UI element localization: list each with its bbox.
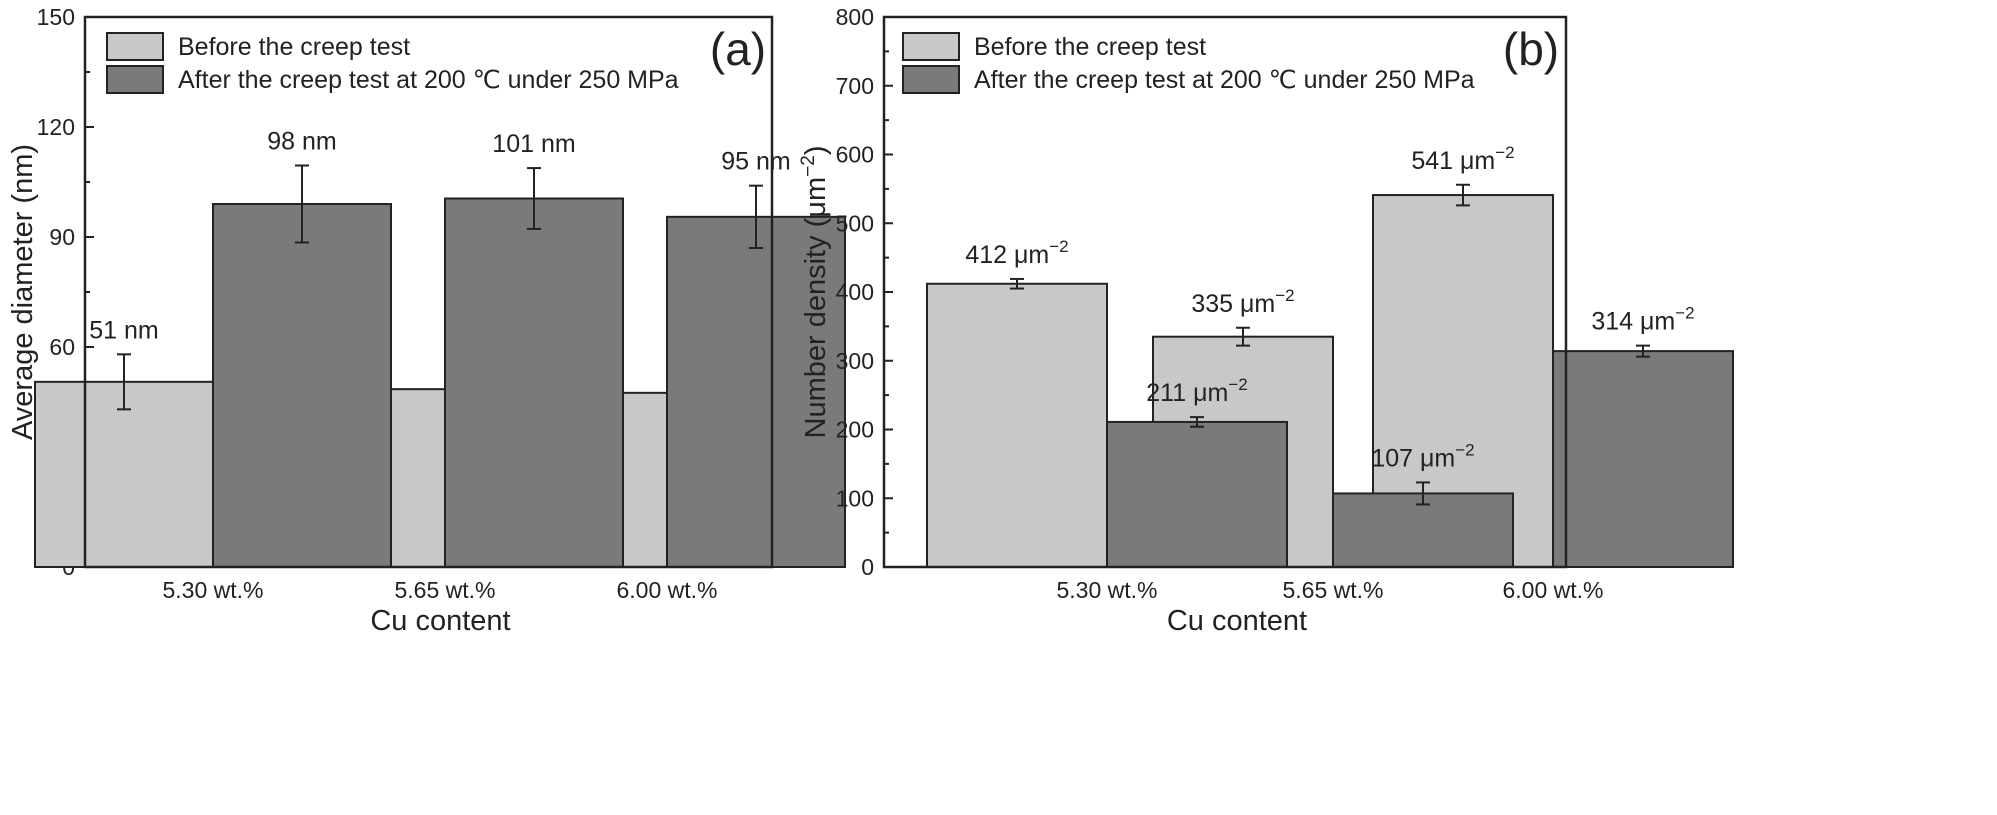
y-tick-label: 700 [836, 73, 874, 99]
data-label: 98 nm [267, 128, 336, 156]
data-label: 541 μm−2 [1411, 143, 1514, 175]
legend-label-before: Before the creep test [178, 33, 410, 61]
data-label-text: 314 μm [1591, 308, 1675, 336]
legend-swatch-before [902, 32, 960, 61]
y-tick-label: 300 [836, 348, 874, 374]
y-tick-label: 600 [836, 142, 874, 168]
data-label-superscript: −2 [1455, 440, 1474, 459]
data-label-superscript: −2 [1049, 237, 1068, 256]
y-tick-label: 500 [836, 210, 874, 236]
data-label-superscript: −2 [1228, 375, 1247, 394]
y-tick-label: 120 [37, 114, 75, 140]
legend-label-before: Before the creep test [974, 33, 1206, 61]
panel-label: (a) [710, 23, 766, 75]
data-label-text: 412 μm [965, 241, 1049, 269]
data-label-text: 98 nm [267, 128, 336, 156]
legend-label-after: After the creep test at 200 ℃ under 250 … [178, 66, 679, 94]
data-label-superscript: −2 [1495, 143, 1514, 162]
data-label: 412 μm−2 [965, 237, 1068, 269]
bar-before [34, 380, 214, 569]
data-label-text: 107 μm [1371, 444, 1455, 472]
plot-frame [882, 15, 1568, 569]
x-tick-label: 5.65 wt.% [395, 577, 496, 603]
bar-after [444, 197, 624, 568]
x-tick-label: 5.30 wt.% [1057, 577, 1158, 603]
y-axis-title-superscript: −2 [798, 155, 819, 177]
legend-swatch-before [106, 32, 164, 61]
data-label-superscript: −2 [1275, 286, 1294, 305]
data-label: 101 nm [492, 130, 575, 158]
bar-after [1332, 492, 1514, 568]
y-axis-title-main: Number density (μm [800, 177, 832, 439]
x-tick-label: 6.00 wt.% [617, 577, 718, 603]
x-axis-title: Cu content [1167, 605, 1307, 637]
y-tick-label: 60 [49, 334, 75, 360]
bar-after [212, 203, 392, 568]
y-tick-label: 90 [49, 224, 75, 250]
data-label-text: 101 nm [492, 130, 575, 158]
data-label-text: 541 μm [1411, 147, 1495, 175]
bar-after [666, 215, 846, 568]
panel-label: (b) [1503, 23, 1559, 75]
data-label: 211 μm−2 [1146, 375, 1247, 407]
x-tick-label: 5.65 wt.% [1283, 577, 1384, 603]
x-tick-label: 5.30 wt.% [163, 577, 264, 603]
data-label-text: 95 nm [721, 148, 790, 176]
data-label: 51 nm [89, 316, 158, 344]
y-tick-label: 0 [861, 554, 874, 580]
x-tick-label: 6.00 wt.% [1503, 577, 1604, 603]
bar-after [1106, 420, 1288, 568]
data-label: 95 nm [721, 148, 790, 176]
y-tick-label: 100 [836, 485, 874, 511]
bar-before [926, 282, 1108, 568]
legend-swatch-after [106, 65, 164, 94]
data-label: 314 μm−2 [1591, 304, 1694, 336]
y-axis-title-close: ) [800, 145, 832, 155]
data-label: 107 μm−2 [1371, 440, 1474, 472]
data-label: 335 μm−2 [1191, 286, 1294, 318]
y-axis-title: Average diameter (nm) [7, 144, 39, 440]
y-tick-label: 400 [836, 279, 874, 305]
legend-swatch-after [902, 65, 960, 94]
y-tick-label: 200 [836, 417, 874, 443]
data-label-superscript: −2 [1675, 304, 1694, 323]
y-axis-title: Number density (μm−2) [798, 145, 832, 438]
y-tick-label: 150 [37, 4, 75, 30]
legend-label-after: After the creep test at 200 ℃ under 250 … [974, 66, 1475, 94]
plot-frame [83, 15, 774, 569]
x-axis-title: Cu content [370, 605, 510, 637]
y-tick-label: 800 [836, 4, 874, 30]
data-label-text: 211 μm [1146, 379, 1228, 407]
bar-after [1552, 350, 1734, 568]
data-label-text: 51 nm [89, 316, 158, 344]
data-label-text: 335 μm [1191, 290, 1275, 318]
